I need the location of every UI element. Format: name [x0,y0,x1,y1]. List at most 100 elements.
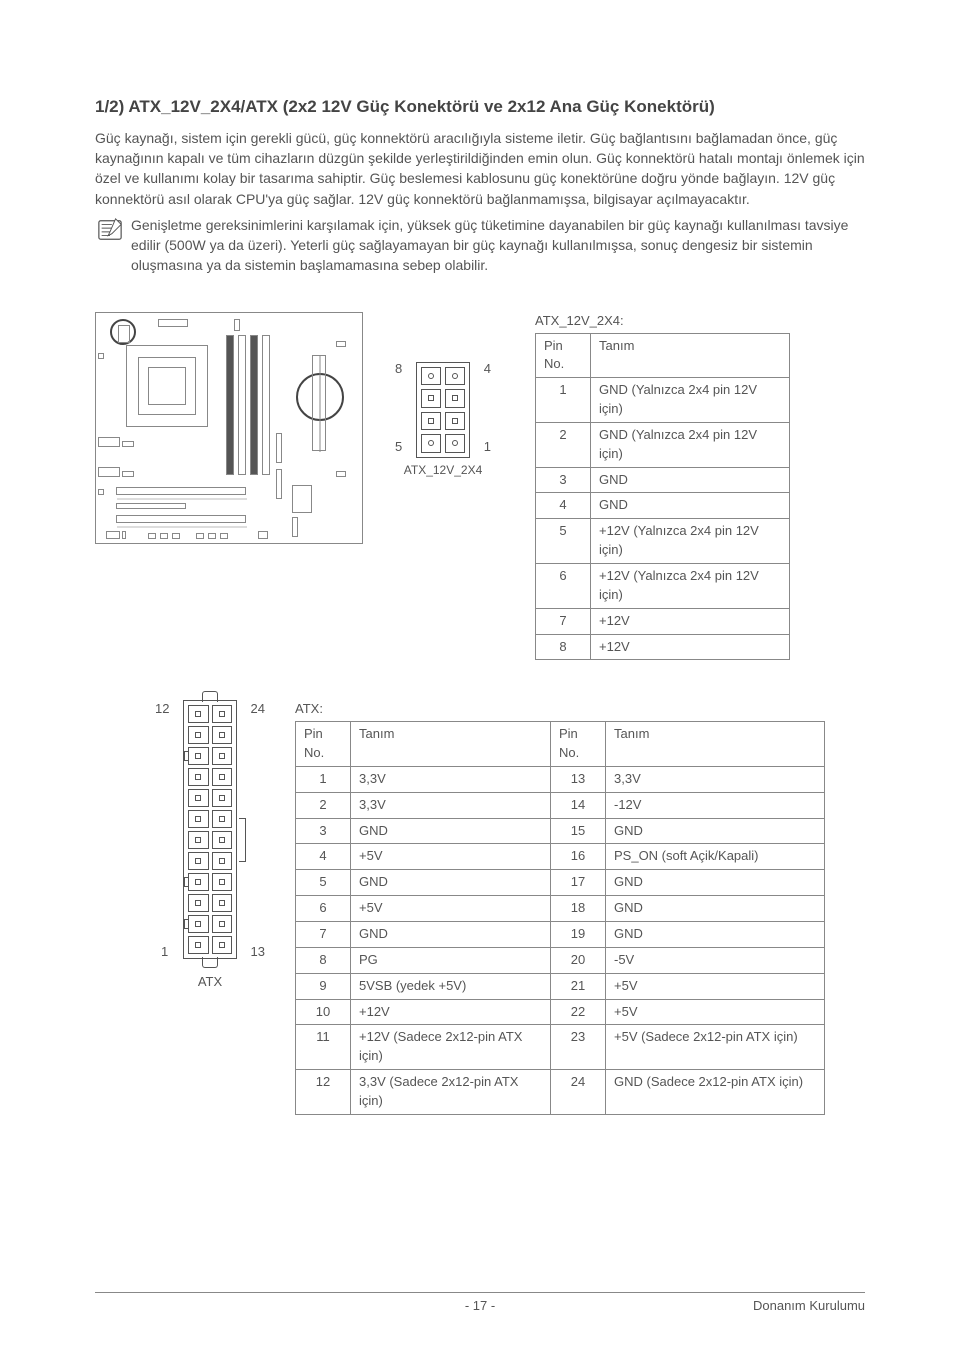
cell: GND [351,921,551,947]
connector-pin [188,915,209,933]
connector-pin [212,810,233,828]
cell: 18 [551,896,606,922]
cell: 24 [551,1070,606,1115]
table-row: 3GND15GND [296,818,825,844]
connector-pin [188,852,209,870]
connector-pin [188,894,209,912]
cell: 7 [296,921,351,947]
cell-pin: 8 [536,634,591,660]
connector-pin [188,936,209,954]
table-row: 7+12V [536,608,790,634]
motherboard-diagram [95,312,363,544]
pin-label-8: 8 [395,360,402,379]
cell: 1 [296,766,351,792]
cell-def: GND [591,493,790,519]
cell: PG [351,947,551,973]
cell: 4 [296,844,351,870]
th-def2: Tanım [606,722,825,767]
cell: 21 [551,973,606,999]
connector-pin [188,789,209,807]
cell-pin: 5 [536,519,591,564]
cell: 14 [551,792,606,818]
cell: 2 [296,792,351,818]
pin-label-01: 1 [161,943,168,962]
table-atx: Pin No. Tanım Pin No. Tanım 13,3V133,3V2… [295,721,825,1115]
cell-pin: 7 [536,608,591,634]
connector-pin [212,831,233,849]
cell: 3,3V [351,792,551,818]
cell: +5V [351,896,551,922]
connector-pin [188,747,209,765]
cell: +12V [351,999,551,1025]
table-row: 13,3V133,3V [296,766,825,792]
cell: GND [606,818,825,844]
note-icon [95,217,125,243]
th-def: Tanım [591,333,790,378]
connector-pin [212,915,233,933]
pin-label-1: 1 [484,438,491,457]
connector-pin [212,726,233,744]
table-row: 7GND19GND [296,921,825,947]
table-row: 3GND [536,467,790,493]
table-row: 23,3V14-12V [296,792,825,818]
cell-pin: 4 [536,493,591,519]
table-row: 4GND [536,493,790,519]
connector-pin [188,810,209,828]
table-row: 2GND (Yalnızca 2x4 pin 12V için) [536,422,790,467]
connector-pin [212,936,233,954]
table-row: 123,3V (Sadece 2x12-pin ATX için)24GND (… [296,1070,825,1115]
cell: 10 [296,999,351,1025]
cell: GND [351,870,551,896]
cell: 12 [296,1070,351,1115]
cell-def: +12V [591,634,790,660]
connector-pin [212,873,233,891]
cell: +5V [606,973,825,999]
table-row: 6+12V (Yalnızca 2x4 pin 12V için) [536,564,790,609]
cell: 11 [296,1025,351,1070]
connector-pin [188,873,209,891]
connector-pin [212,852,233,870]
table-2x4-label: ATX_12V_2X4: [535,312,790,331]
cell-def: GND [591,467,790,493]
pin-label-12: 12 [155,700,169,719]
cell-def: +12V [591,608,790,634]
cell: 16 [551,844,606,870]
cell: 5VSB (yedek +5V) [351,973,551,999]
connector-pin [212,747,233,765]
conn-atx-caption: ATX [155,973,265,992]
cell: 19 [551,921,606,947]
cell-pin: 1 [536,378,591,423]
conn2x4-caption: ATX_12V_2X4 [393,462,493,479]
cell: 15 [551,818,606,844]
connector-pin [212,894,233,912]
cell: 22 [551,999,606,1025]
cell: GND (Sadece 2x12-pin ATX için) [606,1070,825,1115]
cell: 6 [296,896,351,922]
cell-def: +12V (Yalnızca 2x4 pin 12V için) [591,519,790,564]
table-row: 8+12V [536,634,790,660]
cell: PS_ON (soft Açik/Kapali) [606,844,825,870]
table-atx-label: ATX: [295,700,825,719]
cell: GND [606,870,825,896]
cell: 8 [296,947,351,973]
cell: GND [351,818,551,844]
note-text: Genişletme gereksinimlerini karşılamak i… [131,215,865,276]
note-block: Genişletme gereksinimlerini karşılamak i… [95,215,865,282]
cell-pin: 3 [536,467,591,493]
connector-pin [212,789,233,807]
cell: -12V [606,792,825,818]
cell: 17 [551,870,606,896]
footer-page-number: - 17 - [465,1297,495,1316]
cell: +5V [351,844,551,870]
atx-12v-2x4-connector: 8 4 5 1 ATX_12V_2X4 [393,362,493,479]
th-pin: Pin No. [536,333,591,378]
table-row: 4+5V16PS_ON (soft Açik/Kapali) [296,844,825,870]
cell: +5V (Sadece 2x12-pin ATX için) [606,1025,825,1070]
cell: 20 [551,947,606,973]
cell: +5V [606,999,825,1025]
cell: GND [606,896,825,922]
cell-pin: 6 [536,564,591,609]
cell: 23 [551,1025,606,1070]
connector-pin [188,831,209,849]
cell: 3 [296,818,351,844]
